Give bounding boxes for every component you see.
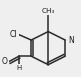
Text: CH₃: CH₃ — [41, 8, 55, 14]
Text: Cl: Cl — [10, 30, 17, 39]
Text: O: O — [2, 57, 7, 66]
Text: N: N — [68, 36, 74, 45]
Text: H: H — [16, 65, 22, 71]
